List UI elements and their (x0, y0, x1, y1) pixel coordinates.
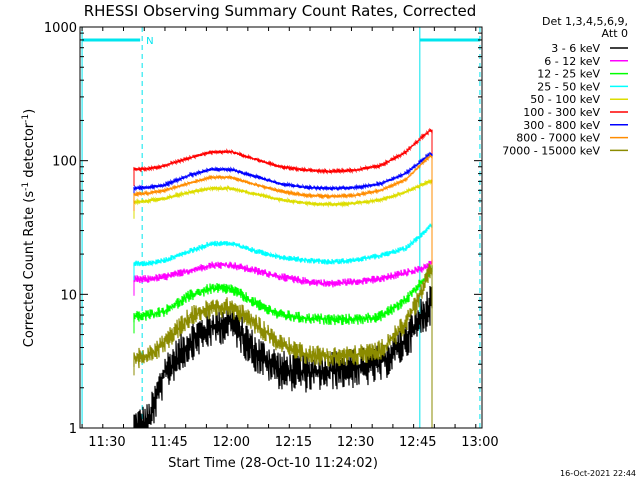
y-label-sup2: -1 (21, 114, 31, 123)
legend-label: 50 - 100 keV (530, 93, 600, 106)
chart-title: RHESSI Observing Summary Count Rates, Co… (84, 2, 477, 20)
x-axis-ticks: 11:30 11:45 12:00 12:15 12:30 12:45 13:00 (81, 27, 499, 450)
y-label-part1: Corrected Count Rate (s (22, 191, 37, 348)
legend-label: 25 - 50 keV (537, 80, 600, 93)
plot-frame (79, 26, 483, 429)
y-axis-ticks: 1 10 100 1000 (44, 21, 482, 437)
night-label: N (146, 36, 153, 47)
y-tick-label: 1000 (44, 21, 77, 36)
series-line (133, 265, 433, 326)
x-tick-label: 12:15 (275, 435, 312, 450)
legend-label: 3 - 6 keV (551, 42, 600, 55)
y-tick-label: 100 (52, 155, 77, 170)
x-tick-label: 12:00 (213, 435, 250, 450)
legend-label: 800 - 7000 keV (516, 132, 600, 145)
x-tick-label: 12:45 (399, 435, 436, 450)
legend-label: 6 - 12 keV (544, 55, 600, 68)
legend-label: 7000 - 15000 keV (502, 144, 600, 157)
y-label-part3: ) (22, 109, 37, 114)
x-axis-label: Start Time (28-Oct-10 11:24:02) (168, 456, 378, 471)
legend-attenuator: Att 0 (602, 27, 628, 40)
series-group (133, 127, 433, 429)
legend-detectors: Det 1,3,4,5,6,9, (542, 15, 628, 28)
series-line (133, 151, 433, 192)
series-line (133, 259, 433, 288)
series-line (133, 223, 433, 267)
y-tick-label: 1 (69, 422, 77, 437)
x-tick-label: 11:30 (88, 435, 125, 450)
x-tick-label: 11:45 (150, 435, 187, 450)
x-tick-label: 13:00 (461, 435, 498, 450)
series-line (133, 285, 433, 429)
footer-timestamp: 16-Oct-2021 22:44 (560, 469, 636, 478)
axes (79, 26, 483, 429)
legend-label: 12 - 25 keV (537, 68, 600, 81)
series-line (133, 153, 433, 200)
legend-label: 100 - 300 keV (523, 106, 600, 119)
x-tick-label: 12:30 (337, 435, 374, 450)
y-axis-label: Corrected Count Rate (s-1 detector-1) (21, 109, 37, 347)
series-line (133, 178, 433, 208)
series-line (133, 127, 433, 175)
legend-label: 300 - 800 keV (523, 119, 600, 132)
y-label-part2: detector (22, 122, 37, 182)
y-tick-label: 10 (60, 288, 77, 303)
series-7000-15000-keV (133, 263, 433, 428)
y-label-sup1: -1 (21, 182, 31, 191)
series-line (133, 263, 433, 369)
marker-lines: N (81, 27, 481, 428)
